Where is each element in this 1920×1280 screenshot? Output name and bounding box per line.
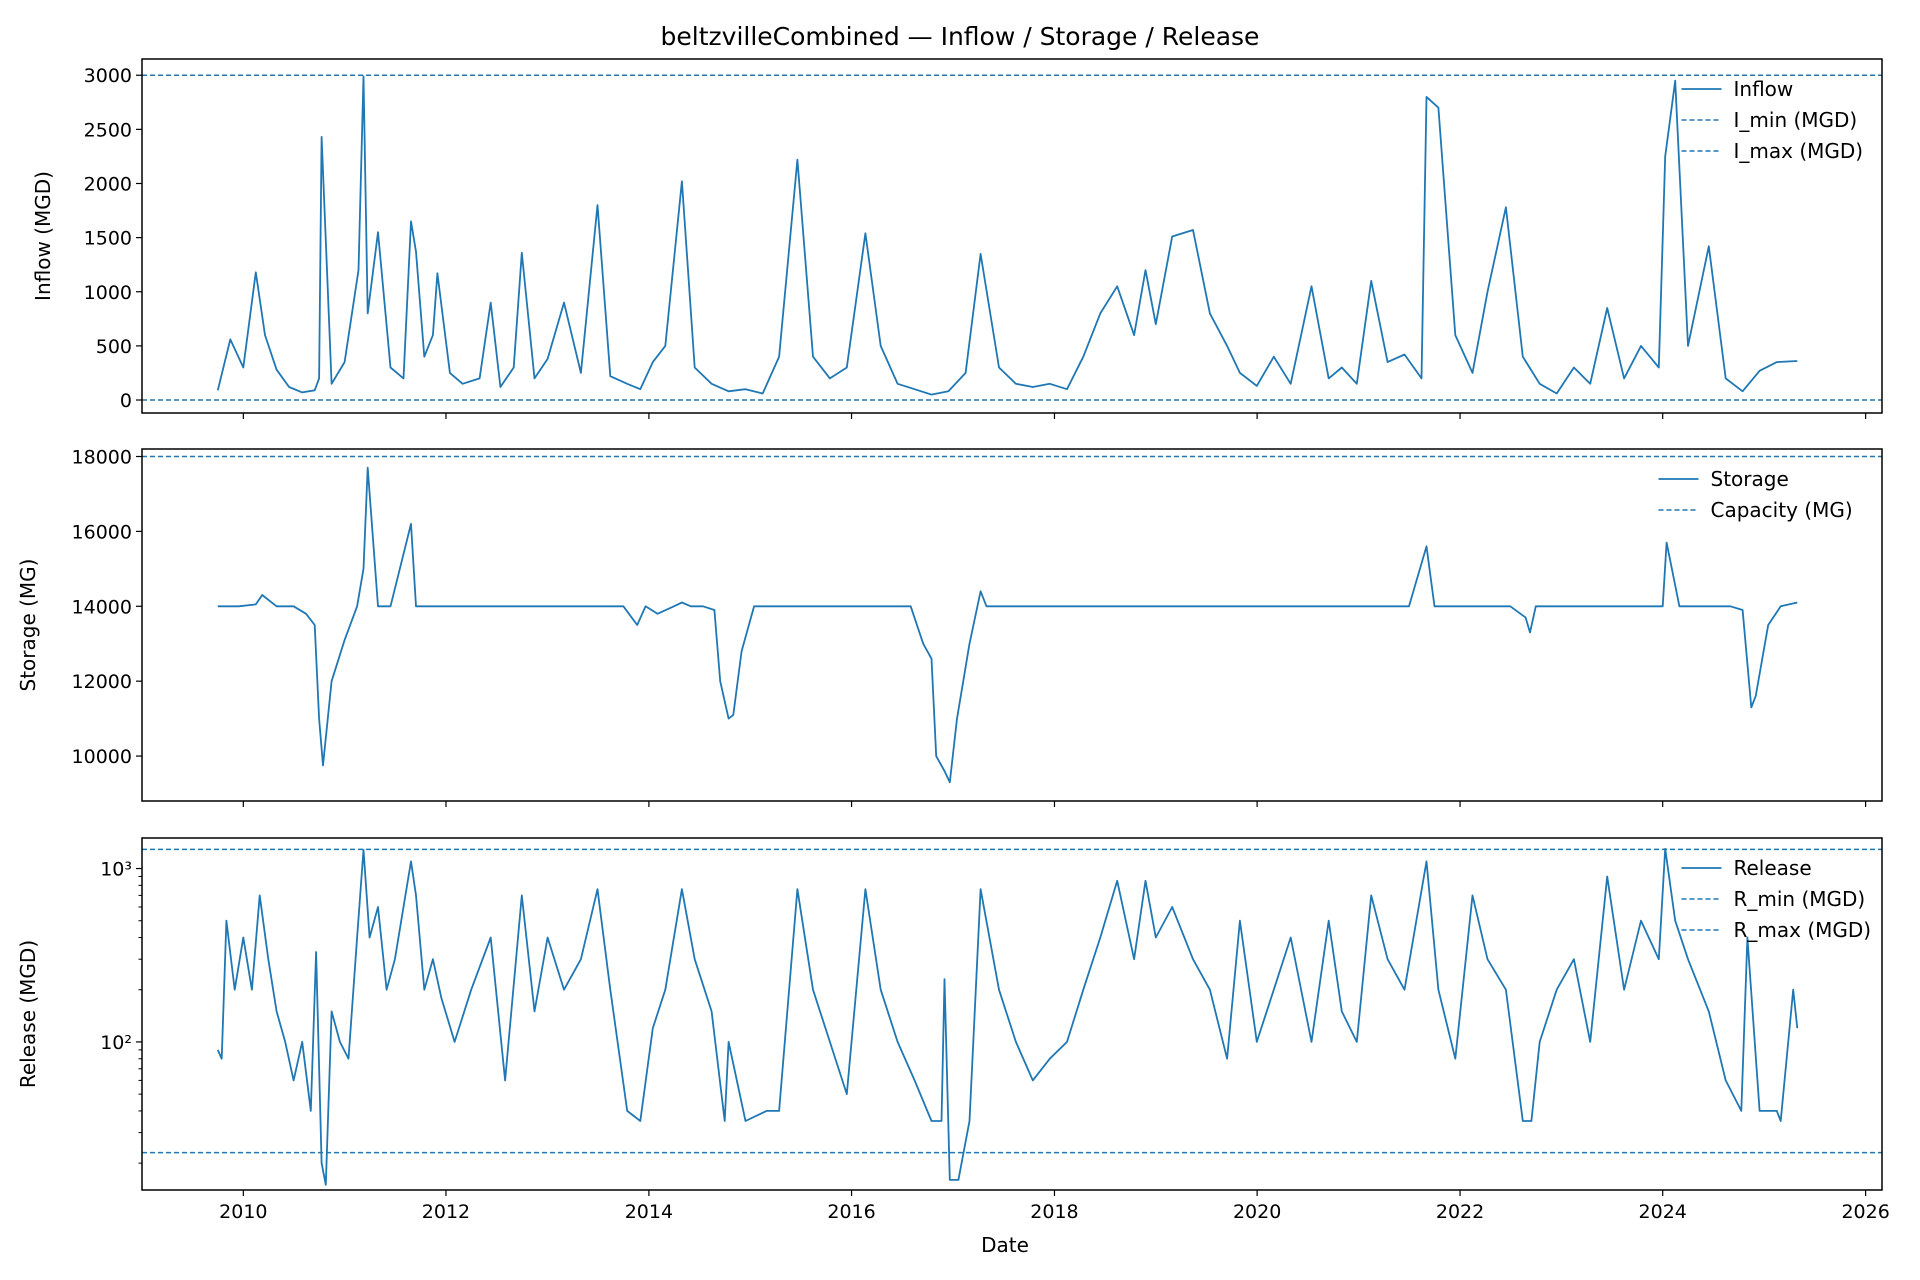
legend-storage: Storage Capacity (MG) xyxy=(1658,467,1853,522)
y-tick-label: 0 xyxy=(120,390,132,412)
y-tick-label: 500 xyxy=(96,336,132,358)
x-tick-label: 2010 xyxy=(219,1201,267,1223)
x-tick-label: 2026 xyxy=(1841,1201,1889,1223)
y-tick-label: 1000 xyxy=(84,282,132,304)
y-tick-label: 3000 xyxy=(84,65,132,87)
y-tick-label: 18000 xyxy=(72,446,132,468)
legend-label: I_max (MGD) xyxy=(1734,139,1864,163)
y-tick-label: 16000 xyxy=(72,521,132,543)
subplot-release: 2010 2012 2014 2016 2018 2020 2022 2024 2026 10² 1… xyxy=(16,837,1890,1223)
y-axis-label-release: Release (MGD) xyxy=(16,940,40,1088)
subplot-storage: 10000 12000 14000 16000 18000 Storage (MG) Sto… xyxy=(16,446,1883,807)
y-tick-label: 1500 xyxy=(84,228,132,250)
figure-title: beltzvilleCombined — Inflow / Storage / … xyxy=(661,22,1260,51)
y-tick-label: 12000 xyxy=(72,671,132,693)
legend-label: Inflow xyxy=(1734,77,1794,101)
x-tick-label: 2014 xyxy=(625,1201,673,1223)
x-tick-label: 2024 xyxy=(1639,1201,1687,1223)
y-axis-label-storage: Storage (MG) xyxy=(16,559,40,692)
y-tick-label: 14000 xyxy=(72,596,132,618)
y-tick-label: 10² xyxy=(100,1032,132,1054)
y-tick-label: 2500 xyxy=(84,119,132,141)
y-axis-label-inflow: Inflow (MGD) xyxy=(31,171,55,301)
y-tick-label: 10³ xyxy=(100,859,132,881)
axes-frame-inflow xyxy=(141,58,1883,414)
legend-label: Capacity (MG) xyxy=(1711,498,1853,522)
axes-frame-release xyxy=(141,837,1883,1191)
x-tick-label: 2022 xyxy=(1436,1201,1484,1223)
axes-frame-storage xyxy=(141,448,1883,802)
y-tick-label: 2000 xyxy=(84,173,132,195)
subplots: 0 500 1000 1500 2000 2500 3000 Inflow (MGD) Infl… xyxy=(16,58,1890,1223)
x-axis-label: Date xyxy=(981,1233,1029,1257)
x-tick-label: 2016 xyxy=(827,1201,875,1223)
series-line-inflow xyxy=(216,75,1798,396)
y-tick-label: 10000 xyxy=(72,746,132,768)
x-tick-label: 2012 xyxy=(422,1201,470,1223)
legend-label: R_max (MGD) xyxy=(1734,918,1872,942)
x-tick-label: 2018 xyxy=(1030,1201,1078,1223)
series-line-release xyxy=(216,847,1799,1186)
legend-release: Release R_min (MGD) R_max (MGD) xyxy=(1681,856,1872,942)
legend-inflow: Inflow I_min (MGD) I_max (MGD) xyxy=(1681,77,1864,163)
x-tick-label: 2020 xyxy=(1233,1201,1281,1223)
legend-label: Release xyxy=(1734,856,1812,880)
legend-label: Storage xyxy=(1711,467,1789,491)
legend-label: R_min (MGD) xyxy=(1734,887,1866,911)
legend-label: I_min (MGD) xyxy=(1734,108,1858,132)
series-line-storage xyxy=(217,466,1798,784)
subplot-inflow: 0 500 1000 1500 2000 2500 3000 Inflow (MGD) Infl… xyxy=(31,58,1883,419)
